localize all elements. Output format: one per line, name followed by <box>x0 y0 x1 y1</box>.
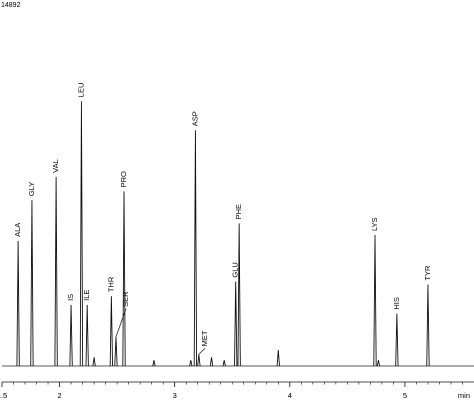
x-tick-label-3: 3 <box>173 391 177 400</box>
peak-tyr <box>426 284 430 367</box>
leader-met <box>198 348 206 355</box>
peak-leu <box>79 101 84 367</box>
peak-label-ala: ALA <box>13 223 22 237</box>
peak-label-val: VAL <box>51 159 60 173</box>
peak-label-ile: ILE <box>82 290 91 301</box>
peak-phe <box>237 223 241 367</box>
peak-label-glu: GLU <box>231 262 240 277</box>
peak-label-layer: ALA GLY VAL IS LEU ILE THR SER PRO ASP MET GLU PHE LY… <box>13 83 432 355</box>
leader-ser <box>115 308 127 338</box>
peak-glu <box>234 281 238 367</box>
minor-peak-4 <box>209 357 214 367</box>
peak-label-lys: LYS <box>370 217 379 231</box>
peak-label-asp: ASP <box>190 111 199 126</box>
peak-label-phe: PHE <box>234 204 243 219</box>
peak-lys <box>373 235 377 367</box>
peak-label-his: HIS <box>392 297 401 310</box>
corner-label: 14892 <box>1 2 21 9</box>
minor-peak-5 <box>222 360 226 367</box>
peak-label-gly: GLY <box>27 182 36 196</box>
peak-label-pro: PRO <box>119 171 128 187</box>
peak-label-is: IS <box>66 294 75 301</box>
minor-peak-6 <box>276 349 280 367</box>
peak-his <box>395 313 399 367</box>
x-axis-unit-label: min <box>458 391 470 400</box>
peak-label-thr: THR <box>106 276 115 292</box>
peak-label-tyr: TYR <box>423 265 432 281</box>
peak-ala <box>16 240 20 367</box>
trace-layer <box>2 101 474 367</box>
minor-peak-2 <box>152 360 156 367</box>
peak-gly <box>30 200 34 367</box>
x-tick-label-1.5: 1.5 <box>0 391 7 400</box>
peak-is <box>69 304 73 367</box>
peak-label-met: MET <box>200 330 209 346</box>
x-tick-label-5: 5 <box>403 391 407 400</box>
peak-ser <box>114 336 118 367</box>
peak-met <box>197 354 201 367</box>
minor-peak-1 <box>92 357 96 367</box>
x-axis: 1.5 2 3 4 5 min <box>0 381 474 400</box>
peak-thr <box>109 296 114 367</box>
peak-label-ser: SER <box>121 291 130 307</box>
peak-val <box>54 176 58 367</box>
minor-peak-3 <box>189 360 193 367</box>
x-tick-label-2: 2 <box>57 391 61 400</box>
peak-asp <box>193 130 198 367</box>
minor-peak-7 <box>376 360 381 367</box>
peak-ile <box>85 304 89 367</box>
peak-pro <box>122 191 126 367</box>
peak-label-leu: LEU <box>76 83 85 98</box>
x-tick-label-4: 4 <box>288 391 292 400</box>
